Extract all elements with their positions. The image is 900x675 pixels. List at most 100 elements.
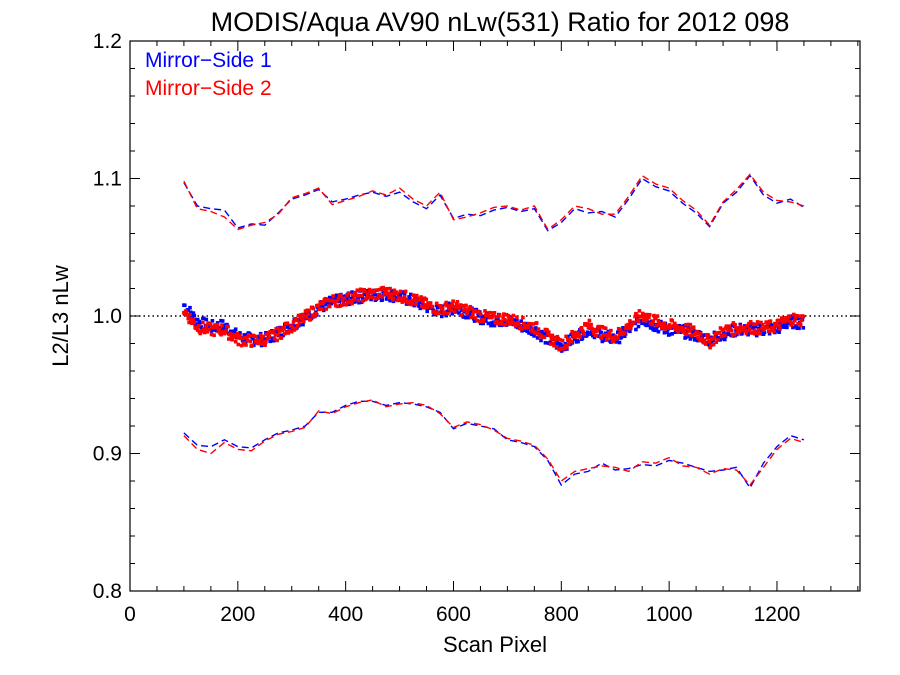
series-1-point (522, 328, 527, 332)
series-2-point (335, 304, 340, 309)
series-2-point (258, 333, 263, 337)
series-2-point (507, 316, 511, 320)
series-2-point (522, 323, 527, 328)
series-2-point (317, 307, 322, 312)
series-2-point (189, 321, 194, 325)
series-2-point (629, 326, 633, 331)
series-2-point (234, 334, 239, 339)
series-2-point (672, 323, 676, 328)
series-2-point (313, 314, 317, 319)
series-2-point (567, 337, 572, 341)
series-2-point (799, 318, 804, 323)
series-1-point (380, 298, 385, 302)
series-2-point (497, 313, 502, 317)
series-2-point (459, 313, 464, 317)
series-2-upper-line (183, 173, 805, 231)
series-1-point (559, 349, 564, 353)
series-2-point (791, 321, 795, 325)
series-2-point (198, 331, 203, 336)
series-1-point (548, 340, 553, 344)
series-2-point (352, 298, 356, 302)
series-2-point (536, 327, 541, 331)
series-2-point (727, 324, 731, 328)
series-1-point (686, 325, 691, 329)
series-1-point (251, 336, 255, 341)
series-2-point (353, 290, 358, 295)
series-2-point (748, 320, 753, 324)
series-1-point (601, 338, 605, 343)
series-2-point (271, 330, 276, 335)
series-2-point (608, 333, 612, 337)
series-2-point (695, 330, 699, 334)
series-2-point (248, 339, 253, 344)
series-1-point (199, 325, 203, 329)
series-2-point (482, 317, 486, 322)
series-1-point (233, 327, 238, 331)
series-2-point (547, 333, 552, 338)
series-2-point (509, 317, 514, 321)
series-2-point (236, 342, 241, 347)
series-1-point (186, 308, 190, 312)
series-1-point (688, 337, 693, 341)
series-1-point (781, 324, 786, 328)
series-2-point (257, 341, 261, 346)
series-1-point (791, 325, 795, 330)
series-2-point (259, 336, 264, 341)
series-2-point (213, 323, 217, 327)
series-2-point (294, 326, 298, 331)
series-2-point (655, 314, 660, 318)
series-1-point (529, 332, 534, 337)
plot-area (130, 173, 860, 490)
series-2-point (717, 330, 722, 335)
series-2-point (375, 288, 379, 292)
series-1-point (512, 318, 517, 322)
x-tick-label: 600 (436, 603, 471, 626)
series-2-point (345, 293, 349, 297)
series-2-point (440, 306, 445, 311)
series-2-point (603, 333, 607, 337)
series-2-point (286, 331, 291, 335)
series-1-point (202, 316, 206, 321)
series-1-point (617, 340, 622, 345)
series-2-point (496, 321, 500, 326)
series-2-point (786, 318, 790, 322)
series-2-point (739, 328, 743, 333)
series-1-point (238, 331, 242, 335)
series-2-point (606, 335, 611, 339)
series-2-point (471, 312, 475, 317)
x-tick-label: 0 (124, 603, 136, 626)
series-2-point (711, 342, 716, 347)
series-2-point (370, 295, 374, 300)
series-2-point (273, 333, 278, 337)
series-2-point (282, 326, 286, 331)
series-2-point (233, 339, 238, 344)
series-2-point (644, 312, 649, 317)
series-1-point (770, 323, 774, 327)
series-1-point (589, 331, 593, 335)
series-1-point (321, 305, 325, 309)
series-2-point (455, 300, 460, 304)
series-2-point (506, 313, 511, 318)
series-2-point (604, 338, 609, 342)
series-1-point (188, 305, 192, 310)
series-1-point (303, 312, 308, 316)
series-2-point (703, 340, 707, 344)
series-2-point (522, 321, 526, 326)
series-1-point (409, 292, 413, 297)
series-2-point (676, 330, 680, 334)
series-2-point (384, 292, 389, 297)
series-2-point (742, 326, 747, 330)
series-1-point (398, 293, 403, 298)
series-2-point (618, 327, 623, 332)
series-1-point (622, 334, 627, 338)
series-2-point (296, 313, 301, 318)
series-2-point (340, 298, 345, 302)
series-2-point (254, 334, 259, 339)
series-1-point (758, 323, 762, 328)
series-2-point (385, 287, 390, 291)
series-2-point (783, 319, 787, 323)
series-2-lower-line (183, 399, 805, 487)
series-1-point (418, 306, 423, 311)
series-2-point (591, 331, 596, 335)
series-2-point (513, 322, 517, 326)
